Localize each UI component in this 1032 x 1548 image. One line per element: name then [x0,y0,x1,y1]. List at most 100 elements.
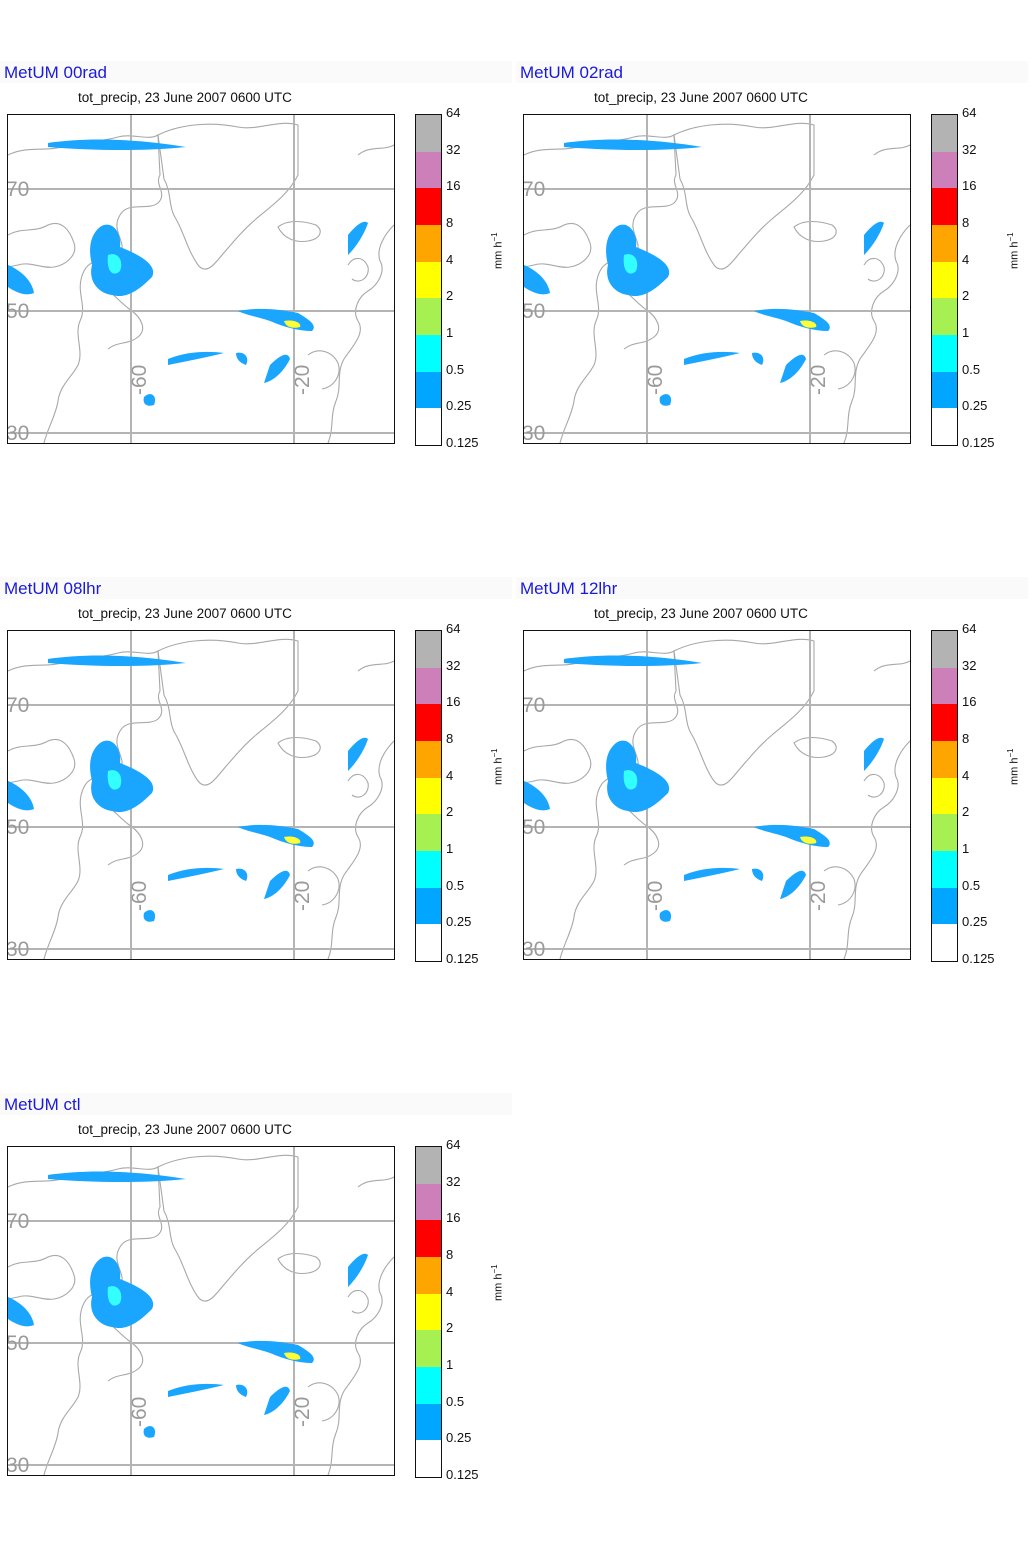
precip-field [8,139,368,406]
colorbar-swatch [416,151,441,189]
precip-band-midatlantic [238,308,314,331]
map-panel-4: MetUM 12lhr tot_precip, 23 June 2007 060… [516,577,1028,977]
lat-label-50: 50 [524,300,545,323]
precip-band-north [564,139,702,150]
panel-title: MetUM 02rad [520,63,623,82]
colorbar-level-label: 0.25 [446,398,472,414]
colorbar-swatch [416,298,441,336]
colorbar-level-label: 0.25 [446,1430,472,1446]
precip-line-south [264,1386,290,1415]
colorbar-swatch [416,704,441,742]
lat-label-70: 70 [8,1210,29,1233]
precip-arc-south [684,867,740,881]
colorbar-swatch [416,631,441,669]
precip-core-labrador [107,1286,122,1306]
colorbar [415,630,442,962]
colorbar-swatch [416,1367,441,1405]
precip-cell-south [236,868,248,881]
colorbar-swatch [932,924,957,962]
lon-label-60w: -60 [644,365,667,395]
graticule [524,631,910,959]
coastline-labrador [99,800,144,866]
grid-labels: 70 50 30 -60 -20 [8,1210,314,1475]
colorbar-level-label: 4 [446,251,454,267]
coastline-hudson [8,1255,76,1300]
colorbar-level-label: 64 [962,105,977,120]
coastline-iberia [823,866,856,906]
precip-core-labrador [107,254,122,274]
coastline-iceland [793,220,837,243]
precip-cell-south [236,1384,248,1397]
lon-label-60w: -60 [128,881,151,911]
precip-band-midatlantic [754,824,830,847]
lon-label-20w: -20 [807,881,830,911]
coastline-scandinavia [347,1176,394,1314]
panel-header: MetUM 02rad [516,61,1028,83]
precip-field [8,655,368,922]
colorbar-level-label: 16 [446,1210,461,1226]
colorbar-level-label: 0.125 [446,951,479,966]
lat-label-30: 30 [524,422,545,443]
precip-band-east [864,221,884,255]
colorbar-level-label: 4 [962,767,970,783]
colorbar-level-label: 0.125 [962,435,995,450]
precip-map: 70 50 30 -60 -20 [7,114,395,444]
units-main: mm h [492,241,505,270]
colorbar-level-label: 16 [962,694,977,710]
precip-arc-south [168,351,224,365]
colorbar-level-label: 0.5 [962,361,981,377]
colorbar-level-label: 16 [446,694,461,710]
units-main: mm h [1008,757,1021,786]
coastline-labrador [615,800,660,866]
colorbar-level-label: 2 [446,288,454,304]
colorbar-level-label: 1 [962,841,970,856]
colorbar-level-label: 0.5 [446,877,465,893]
colorbar-level-label: 64 [446,1137,461,1152]
map-panel-1: MetUM 00rad tot_precip, 23 June 2007 060… [0,61,512,461]
colorbar-swatch [416,225,441,263]
colorbar-swatch [416,188,441,226]
coastlines [8,638,394,959]
colorbar-level-label: 32 [962,657,977,673]
coastlines [8,122,394,443]
colorbar-swatch [416,1293,441,1331]
lat-label-30: 30 [524,938,545,959]
colorbar-level-label: 4 [446,1283,454,1299]
colorbar-level-label: 8 [962,731,970,746]
colorbar-level-label: 2 [446,804,454,820]
colorbar-level-label: 0.5 [446,361,465,377]
colorbar-level-label: 16 [962,178,977,194]
coastline-iberia [307,866,340,906]
grid-labels: 70 50 30 -60 -20 [524,178,830,443]
coastline-labrador [615,284,660,350]
map-canvas: 70 50 30 -60 -20 [8,1147,394,1475]
coastlines [524,122,910,443]
coastline-labrador [99,284,144,350]
colorbar-swatch [416,115,441,153]
precip-field [524,655,884,922]
coastlines [8,1154,394,1475]
colorbar-swatch [932,261,957,299]
colorbar [931,114,958,446]
precip-line-south [780,870,806,899]
panel-header: MetUM 08lhr [0,577,512,599]
colorbar [931,630,958,962]
lat-label-30: 30 [8,422,29,443]
coastline-iberia [823,350,856,390]
panel-title: MetUM 00rad [4,63,107,82]
precip-core-midatlantic [284,836,301,844]
colorbar-swatch [416,1330,441,1368]
units-main: mm h [492,757,505,786]
precip-band-north [48,139,186,150]
colorbar-level-label: 2 [446,1320,454,1336]
colorbar-swatch [932,151,957,189]
coastline-canada [524,134,679,443]
map-canvas: 70 50 30 -60 -20 [524,115,910,443]
colorbar-units: mm h−1 [1006,748,1021,785]
coastline-hudson [524,223,592,268]
colorbar-swatch [416,1440,441,1478]
coastline-iceland [277,1252,321,1275]
precip-arc-south [168,867,224,881]
panel-subtitle: tot_precip, 23 June 2007 0600 UTC [78,90,292,105]
grid-labels: 70 50 30 -60 -20 [8,178,314,443]
